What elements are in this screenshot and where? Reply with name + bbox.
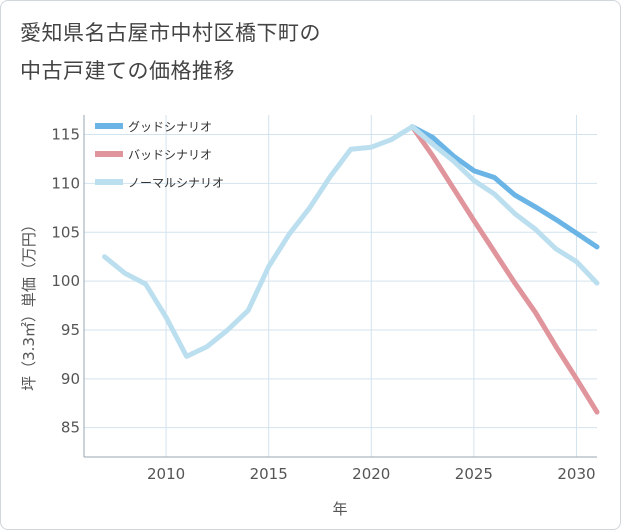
y-tick-85: 85 [61, 419, 80, 437]
y-tick-115: 115 [51, 126, 80, 144]
series-lines [102, 124, 600, 415]
x-tick-2015: 2015 [250, 465, 288, 483]
axes [83, 115, 597, 458]
y-tick-100: 100 [51, 272, 80, 290]
y-tick-90: 90 [61, 370, 80, 388]
x-axis-label: 年 [332, 500, 347, 518]
x-tick-2030: 2030 [557, 465, 595, 483]
x-tick-2025: 2025 [455, 465, 493, 483]
series-line-0 [409, 124, 600, 250]
title-line-1: 愛知県名古屋市中村区橋下町の [20, 21, 321, 45]
y-tick-95: 95 [61, 321, 80, 339]
x-tick-2010: 2010 [147, 465, 185, 483]
y-axis-label: 坪（3.3㎡）単価（万円） [20, 217, 38, 391]
legend-label-1: バッドシナリオ [128, 148, 212, 162]
title-line-2: 中古戸建ての価格推移 [20, 59, 235, 83]
y-tick-110: 110 [51, 174, 80, 192]
page-title: 愛知県名古屋市中村区橋下町の 中古戸建ての価格推移 [20, 14, 321, 90]
legend-label-0: グッドシナリオ [128, 120, 212, 134]
series-line-1 [409, 124, 600, 415]
legend-label-2: ノーマルシナリオ [128, 176, 224, 190]
x-tick-2020: 2020 [352, 465, 390, 483]
x-tick-labels: 2010 2015 2020 2025 2030 [147, 465, 596, 483]
y-tick-labels: 85 90 95 100 105 110 115 [51, 126, 80, 437]
y-tick-105: 105 [51, 223, 80, 241]
series-line-2 [102, 124, 600, 359]
